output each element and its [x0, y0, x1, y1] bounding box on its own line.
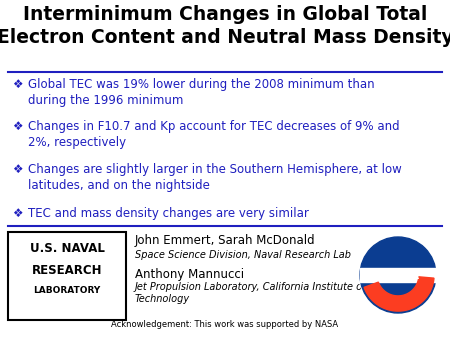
- Text: Anthony Mannucci: Anthony Mannucci: [135, 268, 244, 281]
- Text: Changes in F10.7 and Kp account for TEC decreases of 9% and
2%, respectively: Changes in F10.7 and Kp account for TEC …: [28, 120, 400, 149]
- Text: John Emmert, Sarah McDonald: John Emmert, Sarah McDonald: [135, 234, 315, 247]
- Text: Changes are slightly larger in the Southern Hemisphere, at low
latitudes, and on: Changes are slightly larger in the South…: [28, 163, 402, 192]
- Text: Space Science Division, Naval Research Lab: Space Science Division, Naval Research L…: [135, 250, 351, 260]
- Bar: [360, 268, 436, 282]
- Text: Jet Propulsion Laboratory, California Institute of
Technology: Jet Propulsion Laboratory, California In…: [135, 282, 366, 305]
- Text: TEC and mass density changes are very similar: TEC and mass density changes are very si…: [28, 207, 309, 220]
- Text: Interminimum Changes in Global Total
Electron Content and Neutral Mass Density: Interminimum Changes in Global Total Ele…: [0, 5, 450, 47]
- Text: ❖: ❖: [12, 207, 22, 220]
- Bar: [8, 232, 126, 320]
- Text: ❖: ❖: [12, 78, 22, 91]
- Text: ❖: ❖: [12, 120, 22, 133]
- Text: Acknowledgement: This work was supported by NASA: Acknowledgement: This work was supported…: [112, 320, 338, 329]
- Text: RESEARCH: RESEARCH: [32, 264, 102, 277]
- Text: Global TEC was 19% lower during the 2008 minimum than
during the 1996 minimum: Global TEC was 19% lower during the 2008…: [28, 78, 374, 107]
- Circle shape: [360, 237, 436, 313]
- Polygon shape: [364, 277, 434, 311]
- Text: NASA: NASA: [377, 268, 419, 282]
- Text: ❖: ❖: [12, 163, 22, 176]
- Text: LABORATORY: LABORATORY: [33, 286, 101, 295]
- Text: U.S. NAVAL: U.S. NAVAL: [30, 242, 104, 255]
- Circle shape: [359, 236, 437, 314]
